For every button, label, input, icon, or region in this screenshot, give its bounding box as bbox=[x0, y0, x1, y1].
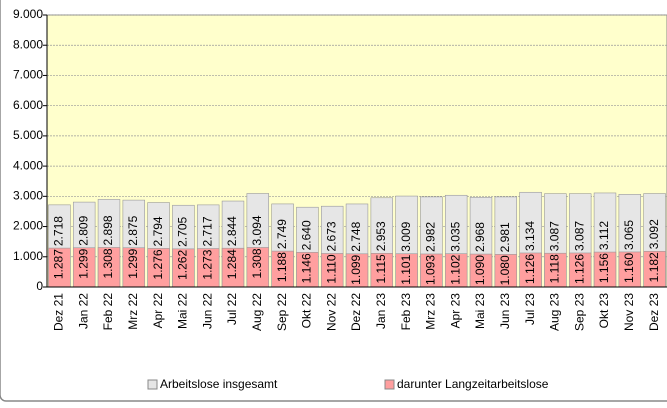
data-label: 3.094 bbox=[250, 215, 264, 245]
data-label: 1.308 bbox=[101, 248, 115, 278]
data-label: 1.299 bbox=[126, 248, 140, 278]
data-label: 1.080 bbox=[498, 255, 512, 285]
data-label: 2.898 bbox=[101, 215, 115, 245]
x-tick-label: Dez 22 bbox=[349, 293, 363, 331]
y-tick-label: 8.000 bbox=[13, 37, 43, 51]
data-label: 1.099 bbox=[349, 254, 363, 284]
data-label: 1.118 bbox=[548, 254, 562, 283]
x-tick-label: Feb 23 bbox=[399, 293, 413, 331]
x-tick-label: Apr 23 bbox=[448, 293, 462, 329]
x-tick-label: Aug 23 bbox=[548, 293, 562, 331]
data-label: 3.065 bbox=[622, 220, 636, 250]
x-tick-label: Okt 23 bbox=[597, 293, 611, 329]
data-label: 2.875 bbox=[126, 215, 140, 245]
data-label: 2.982 bbox=[424, 222, 438, 252]
x-tick-label: Mai 22 bbox=[176, 293, 190, 329]
data-label: 1.287 bbox=[52, 249, 66, 279]
data-label: 1.093 bbox=[424, 255, 438, 285]
data-label: 2.718 bbox=[52, 216, 66, 246]
x-tick-label: Apr 22 bbox=[151, 293, 165, 329]
data-label: 1.156 bbox=[597, 253, 611, 283]
data-label: 1.308 bbox=[250, 248, 264, 278]
x-tick-label: Nov 22 bbox=[324, 293, 338, 331]
data-label: 2.809 bbox=[76, 215, 90, 245]
data-label: 2.794 bbox=[151, 216, 165, 246]
x-tick-label: Sep 22 bbox=[275, 293, 289, 331]
x-tick-label: Jan 23 bbox=[374, 293, 388, 329]
data-label: 1.276 bbox=[151, 249, 165, 279]
data-label: 2.748 bbox=[349, 221, 363, 251]
x-tick-label: Nov 23 bbox=[622, 293, 636, 331]
x-tick-label: Aug 22 bbox=[250, 293, 264, 331]
x-tick-label: Dez 21 bbox=[52, 293, 66, 331]
data-label: 3.134 bbox=[523, 221, 537, 251]
legend-swatch bbox=[384, 379, 395, 390]
y-tick-label: 4.000 bbox=[13, 158, 43, 172]
data-label: 1.273 bbox=[200, 249, 214, 279]
legend-swatch bbox=[147, 379, 158, 390]
legend-label: darunter Langzeitarbeitslose bbox=[397, 377, 549, 391]
data-label: 1.146 bbox=[300, 253, 314, 283]
y-tick-label: 0 bbox=[36, 279, 43, 293]
x-tick-label: Mrz 22 bbox=[126, 293, 140, 330]
data-label: 1.262 bbox=[176, 250, 190, 280]
data-label: 2.673 bbox=[324, 221, 338, 251]
legend-label: Arbeitslose insgesamt bbox=[160, 377, 278, 391]
data-label: 1.299 bbox=[76, 248, 90, 278]
y-tick-label: 2.000 bbox=[13, 219, 43, 233]
x-tick-label: Jun 23 bbox=[498, 293, 512, 329]
x-tick-label: Jul 22 bbox=[225, 293, 239, 325]
data-label: 1.188 bbox=[275, 252, 289, 282]
data-label: 2.705 bbox=[176, 217, 190, 247]
x-tick-label: Jul 23 bbox=[523, 293, 537, 325]
x-tick-label: Sep 23 bbox=[572, 293, 586, 331]
data-label: 2.844 bbox=[225, 216, 239, 246]
y-tick-label: 5.000 bbox=[13, 128, 43, 142]
data-label: 3.112 bbox=[597, 221, 611, 250]
y-tick-label: 1.000 bbox=[13, 249, 43, 263]
data-label: 2.640 bbox=[300, 220, 314, 250]
data-label: 1.284 bbox=[225, 249, 239, 279]
data-label: 1.110 bbox=[324, 254, 338, 283]
y-tick-label: 9.000 bbox=[13, 7, 43, 21]
data-label: 3.087 bbox=[572, 221, 586, 251]
data-label: 3.092 bbox=[647, 219, 661, 249]
data-label: 3.087 bbox=[548, 221, 562, 251]
x-tick-label: Mrz 23 bbox=[424, 293, 438, 330]
data-label: 2.981 bbox=[498, 222, 512, 252]
data-label: 2.749 bbox=[275, 219, 289, 249]
data-label: 1.182 bbox=[647, 252, 661, 282]
data-label: 3.035 bbox=[448, 221, 462, 251]
data-label: 2.717 bbox=[200, 216, 214, 246]
data-label: 2.953 bbox=[374, 221, 388, 251]
x-tick-label: Jun 22 bbox=[200, 293, 214, 329]
data-label: 2.968 bbox=[473, 222, 487, 252]
x-tick-label: Mai 23 bbox=[473, 293, 487, 329]
data-label: 1.101 bbox=[399, 254, 413, 284]
data-label: 1.160 bbox=[622, 253, 636, 283]
x-tick-label: Feb 22 bbox=[101, 293, 115, 331]
data-label: 1.090 bbox=[473, 255, 487, 285]
data-label: 1.126 bbox=[523, 254, 537, 284]
data-label: 3.009 bbox=[399, 221, 413, 251]
data-label: 1.115 bbox=[374, 254, 388, 283]
data-label: 1.102 bbox=[448, 254, 462, 284]
data-label: 1.126 bbox=[572, 254, 586, 284]
y-tick-label: 7.000 bbox=[13, 68, 43, 82]
y-tick-label: 3.000 bbox=[13, 189, 43, 203]
y-tick-label: 6.000 bbox=[13, 98, 43, 112]
x-tick-label: Jan 22 bbox=[76, 293, 90, 329]
x-tick-label: Dez 23 bbox=[647, 293, 661, 331]
x-tick-label: Okt 22 bbox=[300, 293, 314, 329]
